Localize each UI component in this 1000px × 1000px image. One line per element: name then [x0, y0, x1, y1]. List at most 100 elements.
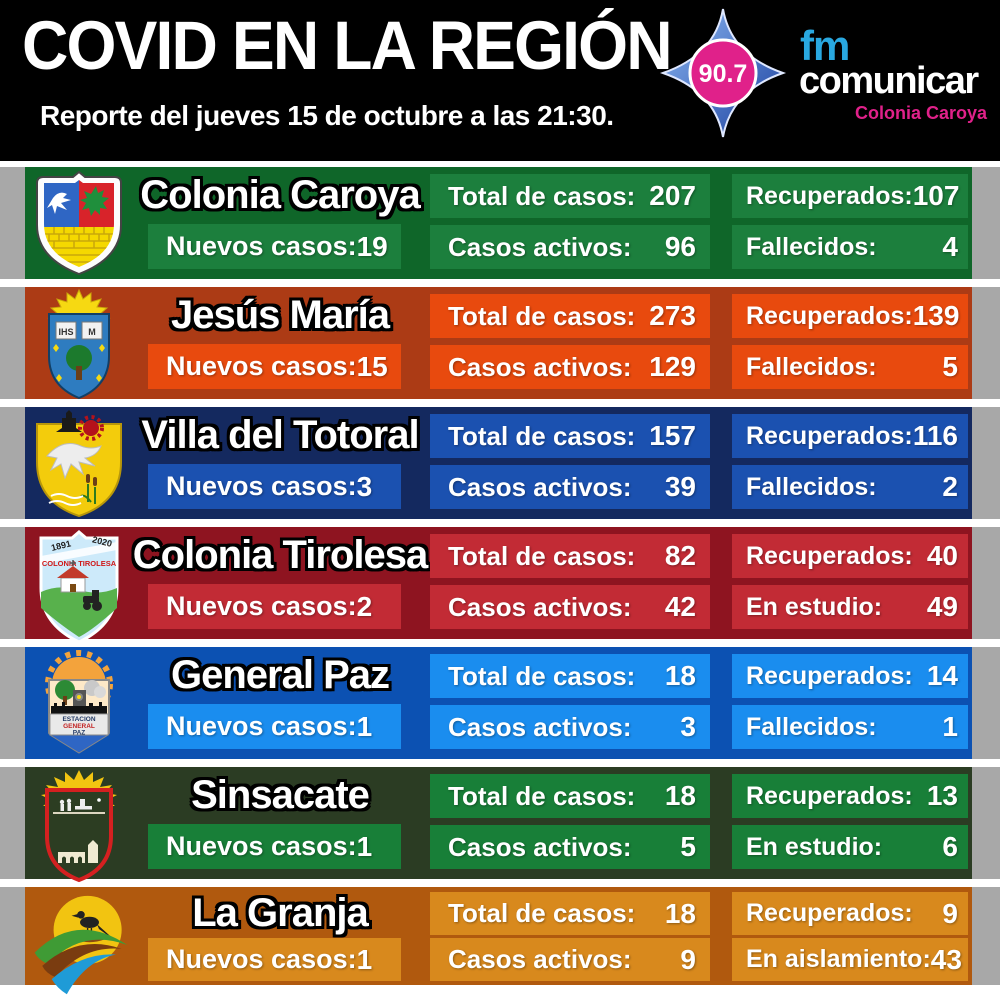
active-cases-box: Casos activos: 129 — [430, 345, 710, 389]
row-band: Sinsacate Nuevos casos: 1 Total de casos… — [25, 767, 972, 883]
total-cases-value: 18 — [664, 897, 696, 929]
active-cases-value: 9 — [680, 943, 696, 975]
new-cases-box: Nuevos casos: 15 — [148, 344, 401, 389]
municipality-name: Colonia Tirolesa — [132, 533, 428, 577]
row-band: IHS M Jesús María Nuevos casos: 15 Total… — [25, 287, 972, 400]
recovered-value: 116 — [912, 420, 958, 451]
total-cases-value: 18 — [664, 660, 696, 691]
total-cases-box: Total de casos: 273 — [430, 294, 710, 338]
crest-ihs-text: IHS — [58, 327, 73, 337]
recovered-box: Recuperados: 14 — [732, 654, 968, 698]
new-cases-value: 1 — [356, 710, 373, 742]
total-cases-label: Total de casos: — [448, 540, 636, 571]
recovered-box: Recuperados: 40 — [732, 534, 968, 578]
jesus-maria-crest-icon: IHS M — [29, 288, 129, 400]
row-sinsacate: Sinsacate Nuevos casos: 1 Total de casos… — [0, 767, 1000, 883]
fourth-stat-label: En aislamiento: — [746, 945, 931, 973]
total-cases-value: 157 — [649, 420, 696, 451]
recovered-label: Recuperados: — [746, 541, 913, 570]
total-cases-box: Total de casos: 82 — [430, 534, 710, 578]
row-band: Villa del Totoral Nuevos casos: 3 Total … — [25, 407, 972, 519]
villa-del-totoral-crest-icon — [29, 410, 129, 518]
recovered-value: 9 — [942, 897, 958, 929]
crest-arc-text: COLONIA TIROLESA — [42, 559, 117, 568]
total-cases-box: Total de casos: 18 — [430, 774, 710, 818]
general-paz-crest-icon: ESTACION GENERAL PAZ — [29, 650, 129, 756]
new-cases-label: Nuevos casos: — [166, 231, 357, 261]
active-cases-box: Casos activos: 39 — [430, 465, 710, 509]
colonia-caroya-crest-icon — [29, 170, 129, 276]
total-cases-label: Total de casos: — [448, 780, 636, 811]
active-cases-box: Casos activos: 3 — [430, 705, 710, 749]
recovered-label: Recuperados: — [746, 301, 913, 330]
deaths-box: Fallecidos: 1 — [732, 705, 968, 749]
total-cases-box: Total de casos: 18 — [430, 892, 710, 935]
row-villa-del-totoral: Villa del Totoral Nuevos casos: 3 Total … — [0, 407, 1000, 519]
new-cases-label: Nuevos casos: — [166, 591, 357, 621]
municipality-name: Sinsacate — [191, 773, 370, 817]
new-cases-label: Nuevos casos: — [166, 944, 357, 974]
total-cases-value: 18 — [664, 780, 696, 811]
active-cases-label: Casos activos: — [448, 591, 632, 622]
active-cases-label: Casos activos: — [448, 351, 632, 382]
sinsacate-crest-icon — [29, 770, 129, 883]
total-cases-box: Total de casos: 18 — [430, 654, 710, 698]
new-cases-box: Nuevos casos: 1 — [148, 824, 401, 869]
new-cases-value: 15 — [356, 350, 388, 382]
row-general-paz: ESTACION GENERAL PAZ General Paz Nuevos … — [0, 647, 1000, 759]
new-cases-label: Nuevos casos: — [166, 711, 357, 741]
fourth-stat-value: 4 — [942, 231, 958, 262]
municipality-name: General Paz — [170, 653, 390, 697]
new-cases-value: 2 — [356, 590, 373, 622]
fourth-stat-value: 5 — [942, 351, 958, 382]
row-band: 1891 2020 COLONIA TIROLESA Colonia Tirol… — [25, 527, 972, 644]
total-cases-label: Total de casos: — [448, 180, 636, 211]
new-cases-value: 3 — [356, 470, 373, 502]
row-la-granja: La Granja Nuevos casos: 1 Total de casos… — [0, 887, 1000, 995]
fourth-stat-value: 2 — [942, 471, 958, 502]
municipality-name: Villa del Totoral — [141, 413, 419, 457]
total-cases-box: Total de casos: 157 — [430, 414, 710, 458]
fourth-stat-label: Fallecidos: — [746, 352, 877, 381]
deaths-box: Fallecidos: 4 — [732, 225, 968, 269]
active-cases-label: Casos activos: — [448, 944, 632, 974]
total-cases-label: Total de casos: — [448, 300, 636, 331]
recovered-box: Recuperados: 9 — [732, 892, 968, 935]
active-cases-value: 39 — [664, 471, 696, 502]
total-cases-label: Total de casos: — [448, 420, 636, 451]
deaths-box: Fallecidos: 5 — [732, 345, 968, 389]
comunicar-logo-text: comunicar — [799, 60, 979, 102]
isolation-box: En aislamiento: 43 — [732, 938, 968, 981]
crest-general-text: GENERAL — [63, 723, 95, 730]
total-cases-value: 82 — [664, 540, 696, 571]
recovered-value: 14 — [926, 660, 958, 691]
row-jesus-maria: IHS M Jesús María Nuevos casos: 15 Total… — [0, 287, 1000, 400]
row-band: Colonia Caroya Nuevos casos: 19 Total de… — [25, 167, 972, 279]
under-study-box: En estudio: 6 — [732, 825, 968, 869]
new-cases-value: 19 — [356, 230, 388, 262]
recovered-box: Recuperados: 13 — [732, 774, 968, 818]
recovered-label: Recuperados: — [746, 899, 913, 927]
fourth-stat-value: 43 — [930, 943, 962, 975]
total-cases-label: Total de casos: — [448, 898, 636, 928]
recovered-value: 107 — [912, 180, 960, 211]
total-cases-value: 207 — [649, 180, 696, 211]
fourth-stat-label: En estudio: — [746, 832, 883, 861]
fourth-stat-value: 1 — [942, 711, 958, 742]
municipality-name: Jesús María — [170, 293, 390, 337]
colonia-tirolesa-crest-icon: 1891 2020 COLONIA TIROLESA — [29, 530, 129, 644]
page-title: COVID EN LA REGIÓN — [22, 7, 673, 84]
new-cases-box: Nuevos casos: 19 — [148, 224, 401, 269]
row-colonia-tirolesa: 1891 2020 COLONIA TIROLESA Colonia Tirol… — [0, 527, 1000, 644]
total-cases-label: Total de casos: — [448, 660, 636, 691]
fourth-stat-label: Fallecidos: — [746, 472, 877, 501]
radio-star-logo-icon: 90.7 — [659, 8, 787, 138]
total-cases-box: Total de casos: 207 — [430, 174, 710, 218]
row-band: ESTACION GENERAL PAZ General Paz Nuevos … — [25, 647, 972, 759]
active-cases-label: Casos activos: — [448, 711, 632, 742]
recovered-value: 13 — [926, 780, 958, 811]
new-cases-box: Nuevos casos: 1 — [148, 938, 401, 981]
row-colonia-caroya: Colonia Caroya Nuevos casos: 19 Total de… — [0, 167, 1000, 279]
crest-year-left: 1891 — [50, 538, 72, 553]
